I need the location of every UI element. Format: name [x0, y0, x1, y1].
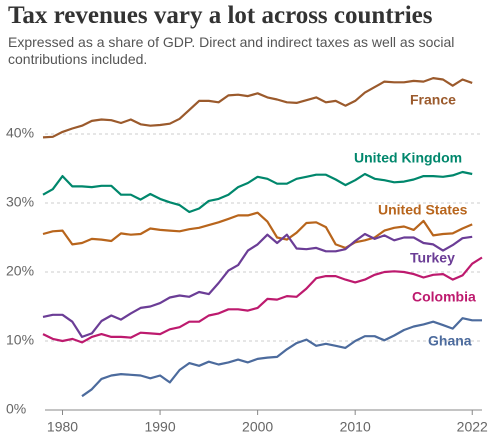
x-tick-label: 1980	[47, 419, 78, 435]
series-line	[81, 317, 482, 398]
series-label: Colombia	[412, 289, 476, 305]
series-label: France	[410, 92, 456, 108]
series-label: United Kingdom	[354, 150, 462, 166]
y-tick-label: 30%	[6, 194, 34, 210]
series-label: Ghana	[428, 333, 472, 349]
series-line	[42, 77, 473, 139]
y-tick-label: 10%	[6, 332, 34, 348]
y-tick-label: 0%	[6, 401, 26, 417]
chart-title: Tax revenues vary a lot across countries	[8, 2, 433, 29]
x-tick-label: 2022	[457, 419, 488, 435]
series-line	[42, 211, 473, 249]
series-line	[42, 232, 473, 338]
series-label: Turkey	[410, 250, 455, 266]
y-tick-label: 40%	[6, 125, 34, 141]
series-label: United States	[378, 202, 468, 218]
x-tick-label: 2000	[242, 419, 273, 435]
x-tick-label: 1990	[144, 419, 175, 435]
x-tick-label: 2010	[340, 419, 371, 435]
series-line	[42, 256, 483, 344]
series-line	[42, 170, 473, 214]
y-tick-label: 20%	[6, 263, 34, 279]
chart-subtitle: Expressed as a share of GDP. Direct and …	[8, 34, 455, 67]
